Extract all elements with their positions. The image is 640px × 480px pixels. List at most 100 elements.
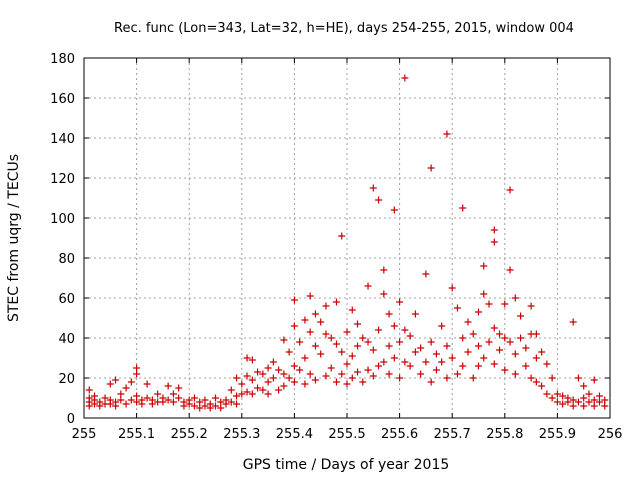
data-point — [459, 204, 467, 212]
y-tick-label: 160 — [50, 92, 75, 107]
data-point — [233, 374, 241, 382]
data-point — [527, 302, 535, 310]
x-tick-label: 255.1 — [118, 427, 155, 442]
data-point — [490, 226, 498, 234]
data-point — [501, 300, 509, 308]
data-point — [148, 400, 156, 408]
x-tick-label: 255.5 — [328, 427, 365, 442]
y-tick-label: 40 — [58, 332, 75, 347]
data-point — [354, 368, 362, 376]
data-point — [385, 370, 393, 378]
data-point — [317, 318, 325, 326]
data-point — [317, 350, 325, 358]
data-point — [364, 338, 372, 346]
data-point — [490, 360, 498, 368]
data-point — [480, 262, 488, 270]
data-point — [417, 344, 425, 352]
data-point — [580, 394, 588, 402]
data-point — [348, 306, 356, 314]
x-tick-label: 255.7 — [434, 427, 471, 442]
data-point — [480, 354, 488, 362]
data-point — [285, 374, 293, 382]
data-point — [138, 400, 146, 408]
data-point — [164, 382, 172, 390]
x-tick-label: 256 — [598, 427, 623, 442]
data-point — [290, 322, 298, 330]
data-point — [569, 318, 577, 326]
data-point — [280, 336, 288, 344]
data-point — [201, 402, 209, 410]
data-point — [406, 332, 414, 340]
data-point — [548, 374, 556, 382]
data-point — [448, 284, 456, 292]
data-point — [106, 400, 114, 408]
data-point — [348, 374, 356, 382]
data-point — [443, 374, 451, 382]
data-point — [280, 382, 288, 390]
data-point — [233, 400, 241, 408]
data-point — [338, 370, 346, 378]
data-point — [538, 348, 546, 356]
data-point — [169, 390, 177, 398]
data-point — [106, 380, 114, 388]
data-point — [269, 374, 277, 382]
data-point — [480, 290, 488, 298]
data-point — [432, 366, 440, 374]
x-tick-label: 255.2 — [171, 427, 208, 442]
data-point — [306, 328, 314, 336]
y-tick-label: 180 — [50, 52, 75, 67]
data-point — [248, 356, 256, 364]
x-tick-label: 255.8 — [486, 427, 523, 442]
data-point — [322, 330, 330, 338]
data-point — [469, 330, 477, 338]
data-point — [590, 396, 598, 404]
data-point — [385, 342, 393, 350]
x-tick-label: 255.4 — [276, 427, 313, 442]
data-point — [506, 338, 514, 346]
data-point — [390, 322, 398, 330]
data-point — [469, 374, 477, 382]
data-point — [517, 312, 525, 320]
data-point — [190, 394, 198, 402]
data-point — [306, 370, 314, 378]
data-point — [264, 378, 272, 386]
data-point — [275, 366, 283, 374]
data-point — [222, 400, 230, 408]
data-point — [201, 396, 209, 404]
data-point — [438, 322, 446, 330]
data-point — [380, 266, 388, 274]
x-tick-label: 255.3 — [223, 427, 260, 442]
data-point — [559, 400, 567, 408]
data-point — [117, 396, 125, 404]
y-tick-label: 60 — [58, 292, 75, 307]
y-tick-label: 140 — [50, 132, 75, 147]
data-point — [564, 398, 572, 406]
x-tick-label: 255 — [72, 427, 97, 442]
data-point — [569, 396, 577, 404]
data-point — [264, 390, 272, 398]
data-point — [401, 358, 409, 366]
data-point — [180, 402, 188, 410]
data-point — [306, 292, 314, 300]
data-point — [369, 372, 377, 380]
data-point — [396, 338, 404, 346]
data-point — [506, 186, 514, 194]
data-point — [574, 374, 582, 382]
data-point — [354, 342, 362, 350]
data-point — [290, 296, 298, 304]
data-point — [332, 298, 340, 306]
data-point — [91, 400, 99, 408]
data-point — [154, 390, 162, 398]
data-point — [227, 386, 235, 394]
x-tick-label: 255.9 — [539, 427, 576, 442]
data-point — [280, 370, 288, 378]
data-point — [127, 396, 135, 404]
data-point — [574, 398, 582, 406]
x-tick-label: 255.6 — [381, 427, 418, 442]
data-point — [133, 370, 141, 378]
data-point — [553, 390, 561, 398]
data-point — [290, 378, 298, 386]
data-point — [411, 348, 419, 356]
data-point — [396, 374, 404, 382]
